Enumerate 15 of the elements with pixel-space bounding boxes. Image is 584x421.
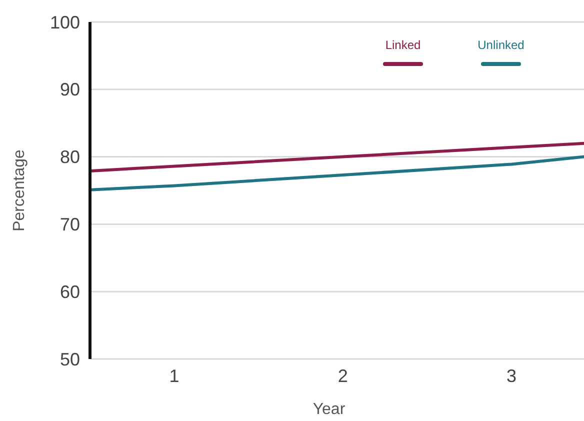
y-tick-label: 70: [60, 214, 80, 234]
y-tick-label: 50: [60, 349, 80, 370]
line-series: [88, 142, 584, 172]
x-axis-title: Year: [312, 401, 346, 418]
y-tick-label: 80: [60, 147, 80, 168]
y-tick-label: 90: [60, 80, 80, 100]
line-series: [88, 155, 584, 192]
text: Linked: [385, 38, 421, 52]
x-tick-label: 3: [506, 366, 517, 386]
x-tick-label: 2: [338, 366, 348, 386]
y-tick-label: 100: [50, 12, 80, 32]
text: Unlinked: [478, 38, 524, 52]
y-tick-label: 60: [60, 282, 80, 302]
y-axis-title: Percentage: [11, 149, 28, 232]
x-tick-label: 1: [169, 366, 180, 386]
